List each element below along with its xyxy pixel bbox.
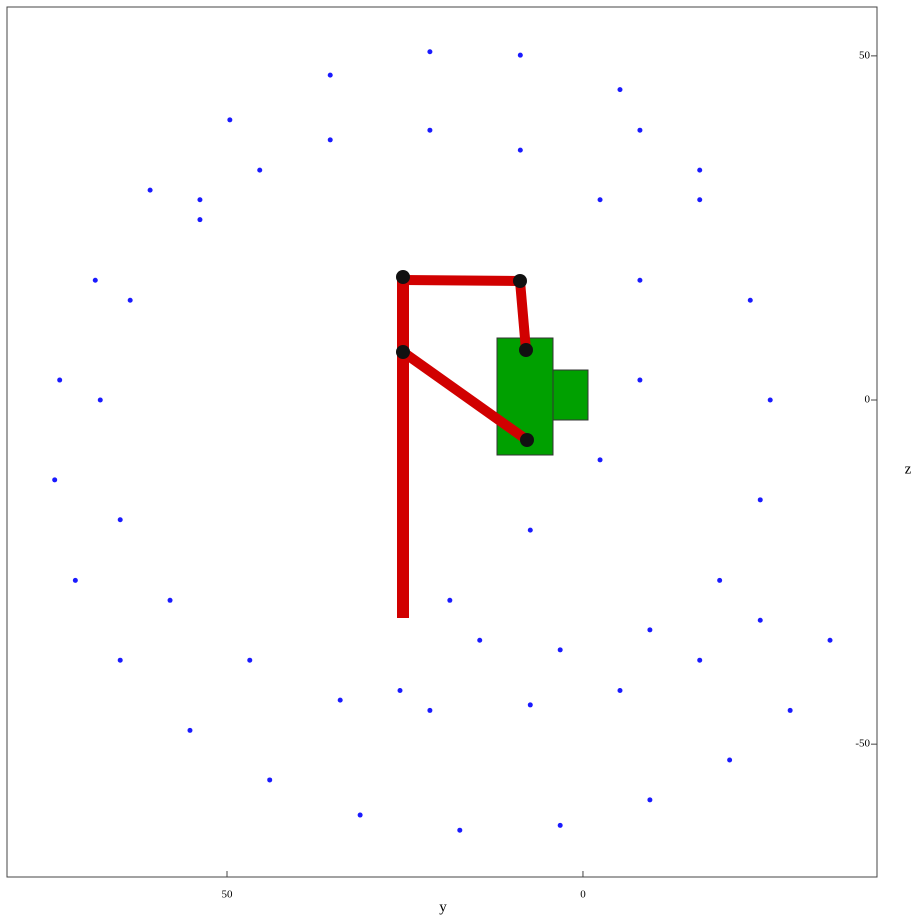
point xyxy=(117,657,123,663)
point xyxy=(697,197,703,203)
joint xyxy=(519,343,533,357)
point xyxy=(717,577,723,583)
point xyxy=(357,812,363,818)
point xyxy=(457,827,463,833)
point xyxy=(197,217,203,223)
red-rod xyxy=(515,280,531,351)
point xyxy=(227,117,233,123)
point xyxy=(517,147,523,153)
y-tick-label: -50 xyxy=(855,738,870,750)
red-rod xyxy=(400,347,530,445)
point xyxy=(197,197,203,203)
red-rod xyxy=(402,275,521,286)
point xyxy=(527,702,533,708)
point xyxy=(557,647,563,653)
plot-frame xyxy=(6,6,878,878)
point xyxy=(92,277,98,283)
point xyxy=(447,597,453,603)
point xyxy=(72,577,78,583)
point xyxy=(167,597,173,603)
point xyxy=(117,517,123,523)
point xyxy=(617,87,623,93)
point xyxy=(637,127,643,133)
point xyxy=(52,477,58,483)
point xyxy=(147,187,153,193)
point xyxy=(477,637,483,643)
y-tick-label: 0 xyxy=(865,394,871,406)
point xyxy=(557,822,563,828)
x-tick-label: 50 xyxy=(221,889,233,901)
point xyxy=(397,687,403,693)
point xyxy=(597,197,603,203)
x-axis-title: y xyxy=(439,899,447,915)
joint xyxy=(520,433,534,447)
point xyxy=(267,777,273,783)
point xyxy=(757,497,763,503)
point xyxy=(747,297,753,303)
point xyxy=(337,697,343,703)
point xyxy=(327,137,333,143)
point xyxy=(127,297,133,303)
joint xyxy=(396,270,410,284)
point xyxy=(257,167,263,173)
point xyxy=(647,797,653,803)
point xyxy=(247,657,253,663)
point xyxy=(517,52,523,58)
point xyxy=(527,527,533,533)
point xyxy=(617,687,623,693)
point xyxy=(427,127,433,133)
point xyxy=(637,277,643,283)
point xyxy=(757,617,763,623)
point xyxy=(787,707,793,713)
point xyxy=(697,657,703,663)
point xyxy=(827,637,833,643)
y-tick-label: 50 xyxy=(859,49,871,61)
x-tick-label: 0 xyxy=(580,889,586,901)
green-block xyxy=(552,369,589,421)
point xyxy=(637,377,643,383)
point xyxy=(727,757,733,763)
point xyxy=(427,707,433,713)
point xyxy=(427,49,433,55)
point xyxy=(647,627,653,633)
point xyxy=(767,397,773,403)
joint xyxy=(396,345,410,359)
point xyxy=(57,377,63,383)
joint xyxy=(513,274,527,288)
y-axis-title: z xyxy=(905,461,912,477)
point xyxy=(597,457,603,463)
point xyxy=(327,72,333,78)
scatter-layer xyxy=(52,49,833,833)
point xyxy=(187,727,193,733)
point xyxy=(97,397,103,403)
point xyxy=(697,167,703,173)
linkage xyxy=(396,270,589,618)
